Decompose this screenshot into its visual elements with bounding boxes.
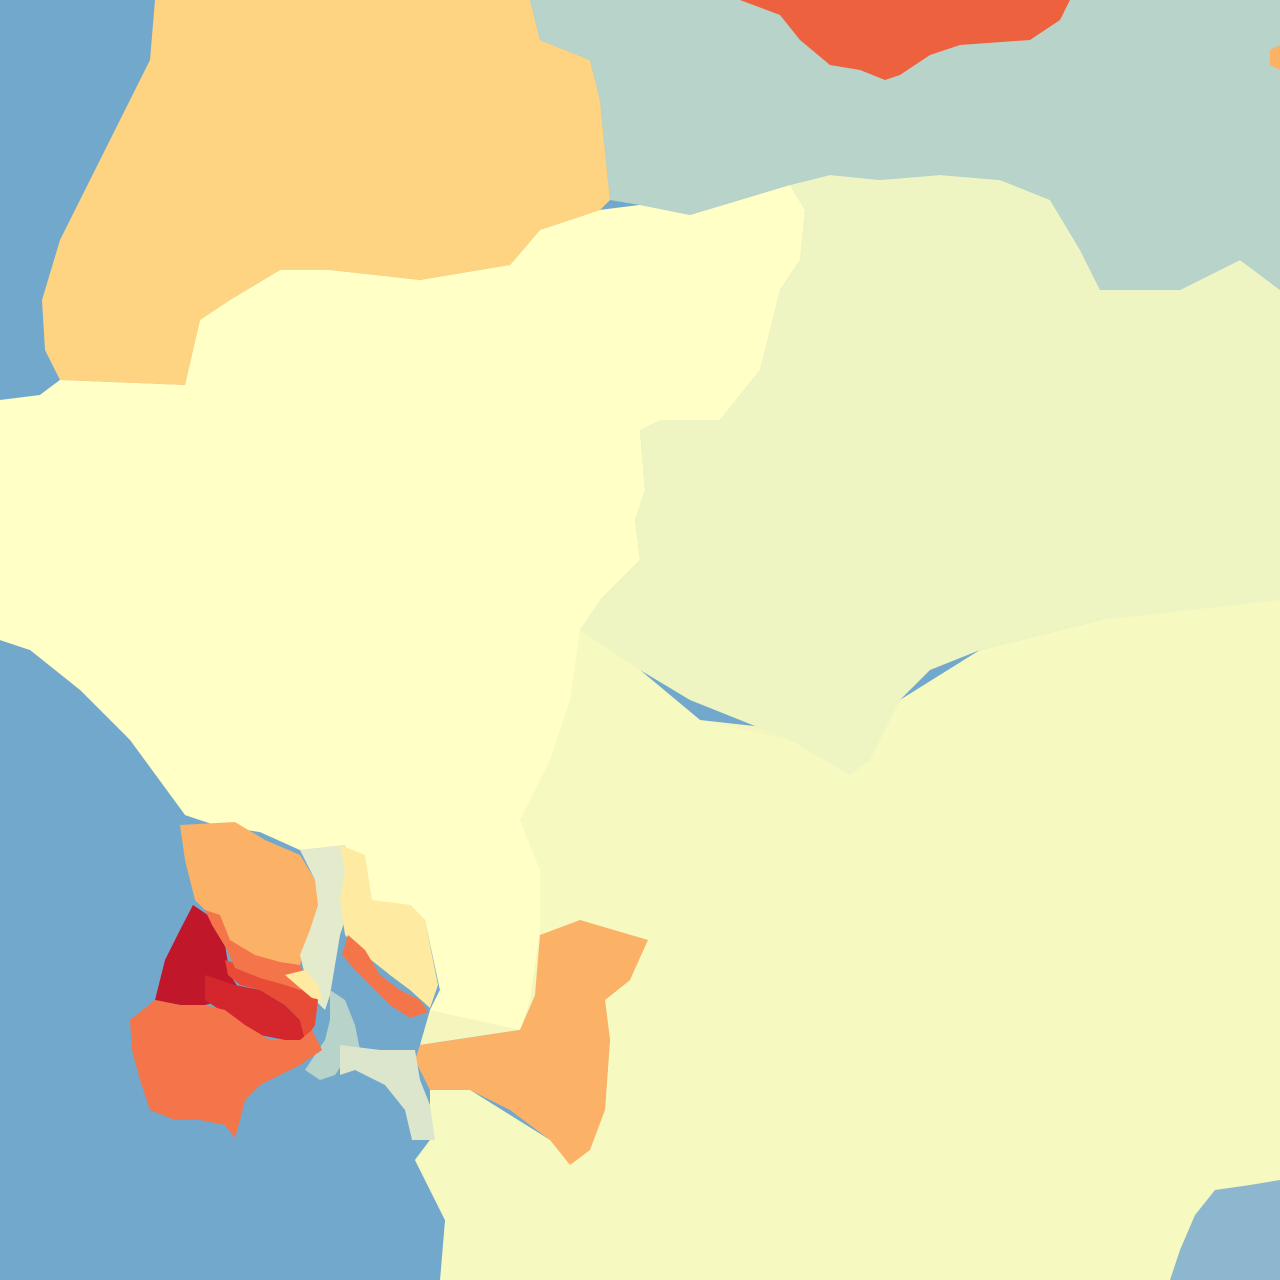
core-light-patch [285,970,322,1000]
central-core-c[interactable] [225,960,318,1040]
thin-salmon-district[interactable] [342,935,428,1018]
south-east-bay [1170,1180,1280,1280]
east-central-district[interactable] [580,175,1280,775]
coastal-orange-district[interactable] [180,822,320,975]
south-west-coast-water [0,645,445,1280]
light-orange-district[interactable] [340,845,438,1008]
north-west-district[interactable] [42,0,610,385]
north-peak-district[interactable] [740,0,1070,80]
north-central-land[interactable] [0,185,805,1030]
central-core-d[interactable] [205,910,310,990]
south-east-district[interactable] [415,600,1280,1280]
north-east-district[interactable] [530,0,1280,290]
inland-orange-district[interactable] [415,920,648,1165]
central-core-b[interactable] [205,975,305,1040]
south-islet-strip[interactable] [340,1045,435,1140]
peninsula-district[interactable] [130,1000,322,1138]
small-orange-patch[interactable] [1270,45,1280,70]
